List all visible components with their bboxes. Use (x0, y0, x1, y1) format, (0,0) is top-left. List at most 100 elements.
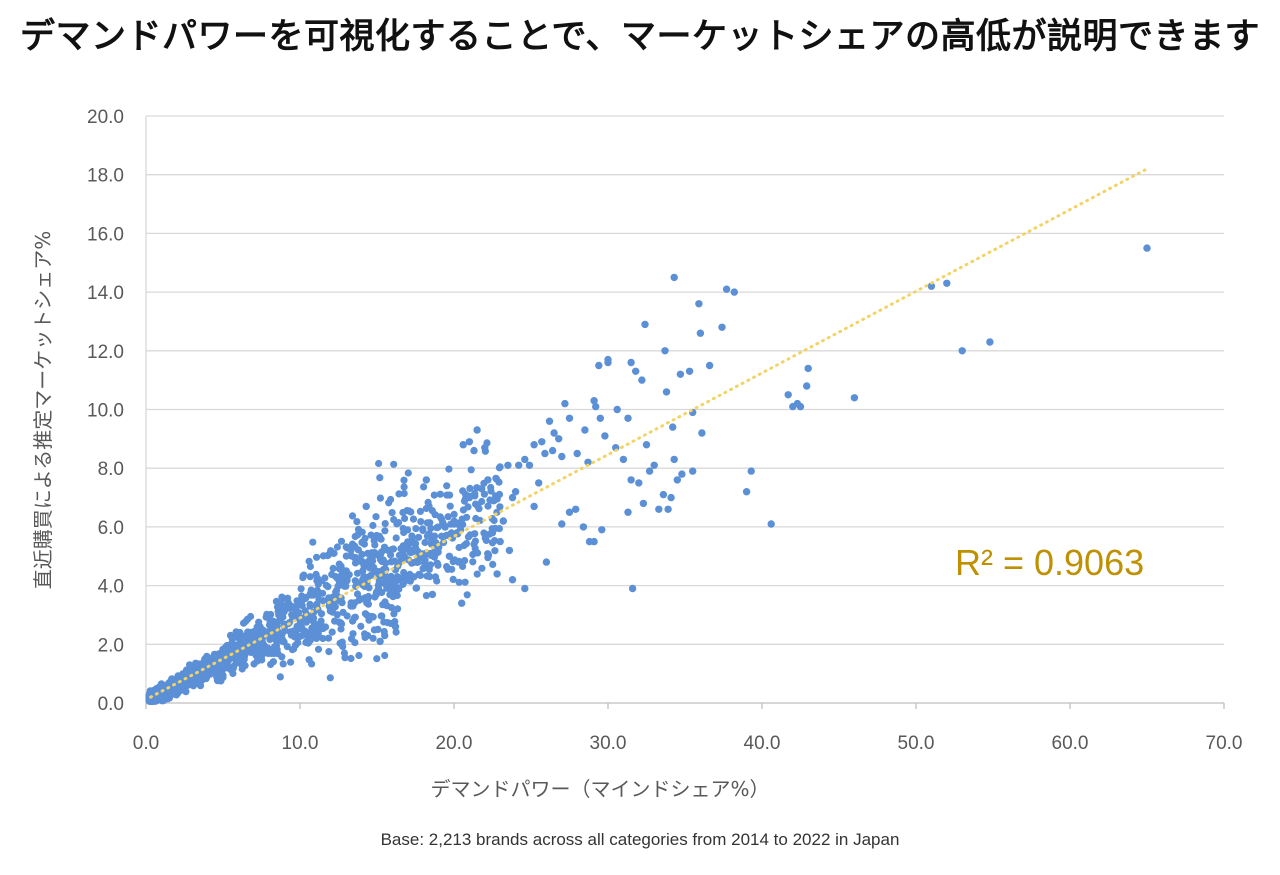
data-point (369, 634, 377, 642)
x-tick-label: 30.0 (590, 733, 627, 754)
data-point (276, 673, 284, 681)
data-point (458, 599, 466, 607)
data-point (450, 520, 458, 528)
data-point (395, 490, 403, 498)
data-point (369, 613, 377, 621)
data-point (301, 607, 309, 615)
data-point (348, 552, 356, 560)
data-point (358, 550, 366, 559)
data-point (381, 598, 389, 606)
data-point (353, 518, 361, 526)
data-point (415, 533, 423, 541)
x-tick-label: 10.0 (282, 733, 319, 754)
data-point (359, 567, 367, 575)
data-point (315, 595, 323, 604)
data-point (464, 503, 472, 511)
data-point (428, 590, 437, 599)
data-point (401, 514, 409, 523)
data-point (421, 556, 429, 564)
data-point (300, 616, 309, 625)
data-point (670, 455, 678, 464)
data-point (722, 285, 731, 293)
data-point (425, 530, 433, 538)
data-point (211, 668, 219, 676)
data-point (400, 489, 408, 498)
data-point (466, 484, 474, 492)
data-point (445, 552, 454, 560)
data-point (573, 449, 581, 458)
data-point (404, 469, 412, 477)
data-point (627, 476, 635, 484)
data-point (306, 600, 314, 609)
data-point (297, 585, 305, 593)
data-point (449, 575, 457, 584)
data-point (667, 493, 675, 502)
data-point (581, 426, 589, 434)
data-point (329, 564, 337, 573)
data-point (558, 520, 566, 528)
data-point (243, 631, 251, 639)
data-point (443, 491, 451, 499)
data-point (595, 361, 603, 370)
data-point (385, 499, 393, 507)
data-point (423, 572, 431, 580)
data-point (927, 282, 936, 290)
data-point (318, 577, 326, 585)
data-point (421, 563, 429, 571)
data-point (943, 279, 951, 287)
data-point (287, 658, 295, 666)
data-point (289, 611, 297, 620)
data-point (565, 508, 574, 516)
data-point (673, 476, 681, 484)
data-point (349, 630, 357, 638)
y-axis-label: 直近購買による推定マーケットシェア% (31, 231, 55, 589)
data-point (379, 556, 387, 564)
data-point (348, 512, 357, 520)
data-point (565, 414, 574, 422)
grid-lines (146, 115, 1224, 645)
axes (145, 116, 1225, 709)
data-point (850, 394, 859, 402)
data-point (419, 525, 427, 533)
data-point (360, 572, 368, 581)
data-point (491, 547, 499, 555)
data-point (387, 585, 395, 594)
data-point (659, 490, 668, 499)
data-point (530, 441, 538, 449)
data-point (487, 483, 495, 492)
data-point (488, 529, 497, 537)
data-point (375, 459, 383, 468)
data-point (421, 538, 429, 547)
data-point (628, 584, 637, 593)
data-point (484, 476, 492, 484)
data-point (511, 488, 520, 496)
data-point (425, 502, 433, 510)
data-point (377, 612, 385, 620)
data-point (535, 479, 543, 487)
data-point (458, 515, 466, 523)
data-point (269, 658, 277, 666)
data-point (431, 532, 439, 540)
data-point (325, 594, 333, 602)
data-point (364, 558, 372, 566)
data-point (664, 505, 672, 513)
data-point (308, 629, 316, 637)
data-point (705, 361, 714, 370)
x-tick-label: 60.0 (1052, 733, 1089, 754)
data-point (279, 660, 287, 668)
data-point (450, 510, 458, 518)
data-point (572, 505, 580, 513)
data-point (372, 513, 380, 521)
data-point (459, 441, 467, 449)
data-point (391, 580, 399, 588)
y-tick-label: 12.0 (87, 342, 124, 363)
data-point (295, 633, 303, 641)
data-point (390, 460, 398, 468)
base-footnote: Base: 2,213 brands across all categories… (380, 830, 900, 849)
data-point (804, 364, 812, 373)
data-point (747, 467, 755, 475)
data-point (548, 446, 557, 455)
y-tick-label: 20.0 (87, 107, 124, 128)
data-point (444, 513, 452, 521)
data-point (394, 605, 402, 613)
